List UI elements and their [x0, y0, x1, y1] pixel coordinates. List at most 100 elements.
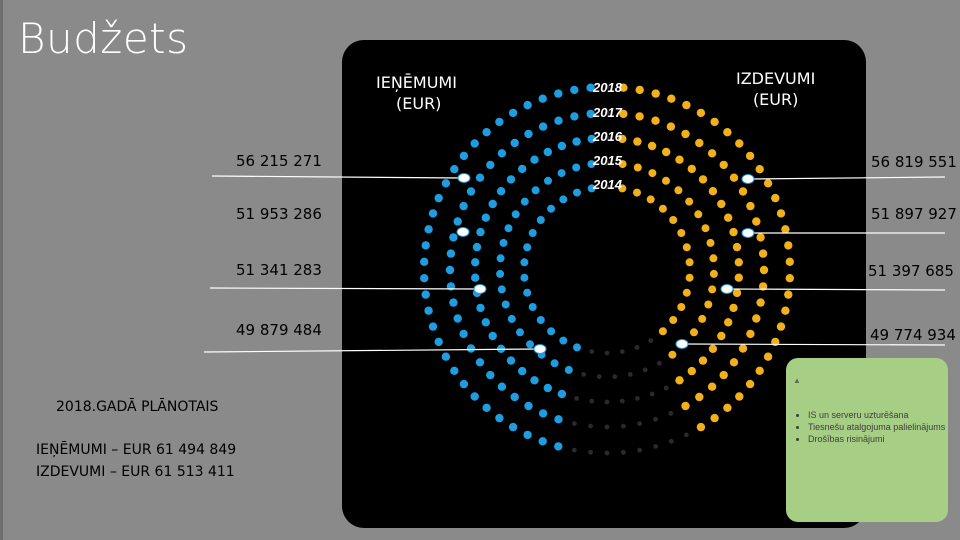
ring-dot-2015: [537, 350, 546, 359]
ring-dot-2015: [544, 176, 552, 185]
ring-dot-2018: [651, 89, 660, 98]
ring-dot-2018: [735, 139, 744, 148]
ring-dot-2016: [589, 398, 595, 404]
ring-dot-2017: [666, 122, 676, 131]
ring-dot-2018: [763, 352, 773, 361]
ring-dot-2017: [466, 344, 476, 353]
ring-dot-2016: [506, 356, 516, 365]
ring-dot-2017: [758, 282, 768, 291]
ring-dot-2014: [573, 188, 581, 197]
ring-dot-2015: [572, 163, 581, 172]
ring-dot-2016: [717, 331, 726, 341]
ring-dot-2015: [526, 340, 534, 349]
ring-dot-2015: [706, 238, 715, 247]
ring-dot-2017: [738, 344, 748, 353]
ring-dot-2015: [496, 254, 505, 263]
ring-dot-2018: [508, 422, 518, 432]
ring-dot-2018: [635, 85, 644, 95]
ring-dot-2016: [619, 398, 625, 404]
ring-dot-2018: [420, 257, 429, 266]
ring-dot-2016: [471, 258, 480, 267]
ring-dot-2016: [488, 199, 497, 209]
ring-dot-2018: [784, 241, 793, 250]
ring-dot-2016: [543, 383, 552, 393]
ring-dot-2014: [520, 258, 529, 267]
ring-dot-2016: [724, 318, 733, 327]
income-title-line2: (EUR): [396, 94, 442, 113]
ring-dot-2017: [707, 382, 717, 391]
ring-dot-2015: [708, 285, 717, 294]
ring-dot-2015: [662, 176, 670, 185]
ring-dot-2018: [495, 413, 504, 423]
ring-dot-2015: [516, 328, 524, 337]
ring-dot-2017: [554, 415, 563, 424]
ring-dot-2018: [424, 225, 433, 234]
ring-dot-2016: [663, 385, 669, 391]
notes-box: ▲ IS un serveru uzturēšana Tiesnešu atal…: [786, 358, 948, 522]
ring-dot-2015: [612, 374, 618, 380]
notes-list: IS un serveru uzturēšana Tiesnešu atalgo…: [796, 410, 948, 446]
notes-item: IS un serveru uzturēšana: [808, 410, 948, 421]
ring-dot-2015: [520, 197, 529, 206]
ring-dot-2018: [421, 241, 430, 250]
ring-dot-2017: [619, 109, 628, 119]
ring-dot-2017: [524, 129, 533, 139]
ring-dot-2014: [648, 338, 654, 343]
ring-dot-2016: [518, 164, 527, 174]
ring-dot-2016: [472, 288, 482, 298]
ring-dot-2017: [572, 421, 577, 426]
ring-dot-2018: [781, 225, 790, 234]
ring-dot-2017: [453, 314, 462, 323]
expense-title-line2: (EUR): [752, 90, 799, 109]
ring-dot-2015: [581, 372, 587, 377]
ring-dot-2018: [495, 117, 504, 127]
ring-dot-2015: [698, 314, 707, 323]
ring-dot-2018: [621, 449, 626, 455]
ring-dot-2014: [536, 316, 545, 324]
ring-dot-2014: [523, 243, 532, 252]
ring-dot-2018: [781, 306, 790, 315]
ring-dot-2016: [633, 137, 642, 146]
ring-dot-2018: [420, 274, 429, 283]
ring-dot-2016: [724, 213, 733, 222]
ring-dot-2016: [557, 141, 567, 151]
ring-dot-2017: [653, 416, 658, 422]
ring-dot-2016: [734, 258, 743, 267]
expense-title: IZDEVUMI (EUR): [736, 68, 815, 110]
ring-dot-2017: [758, 249, 768, 258]
expense-value-2015: 51 397 685: [868, 262, 954, 280]
ring-dot-2015: [709, 254, 718, 263]
ring-dot-2016: [530, 155, 539, 164]
ring-dot-2017: [621, 423, 626, 429]
ring-dot-2017: [681, 129, 690, 139]
ring-dot-2015: [564, 365, 573, 374]
notes-item: Drošības risinājumi: [808, 434, 948, 445]
ring-dot-2018: [710, 413, 719, 423]
ring-dot-2018: [538, 94, 547, 103]
ring-dot-2018: [459, 151, 469, 161]
ring-dot-2016: [635, 396, 640, 401]
ring-dot-2015: [657, 360, 662, 366]
ring-dot-2017: [746, 329, 755, 339]
ring-dot-2018: [710, 117, 719, 127]
ring-dot-2017: [635, 112, 644, 121]
ring-dot-2015: [596, 374, 602, 380]
summary-expense: IZDEVUMI – EUR 61 513 411: [36, 464, 235, 480]
income-title: IEŅĒMUMI (EUR): [376, 72, 457, 114]
ring-dot-2014: [677, 229, 686, 237]
ring-dot-2014: [573, 343, 581, 352]
ring-dot-2016: [604, 399, 610, 405]
income-value-2014: 49 879 484: [236, 321, 322, 339]
ring-dot-2014: [634, 345, 640, 350]
ring-dot-2017: [637, 421, 642, 426]
ring-dot-2016: [471, 273, 480, 282]
ring-dot-2014: [685, 273, 694, 282]
ring-dot-2015: [642, 367, 648, 373]
radial-dot-chart: [420, 83, 794, 456]
ring-dot-2014: [604, 184, 610, 190]
ring-dot-2015: [674, 186, 683, 195]
ring-dot-2014: [658, 327, 667, 336]
ring-dot-2015: [504, 224, 513, 233]
ring-dot-2015: [587, 160, 596, 169]
ring-dot-2015: [633, 163, 642, 172]
